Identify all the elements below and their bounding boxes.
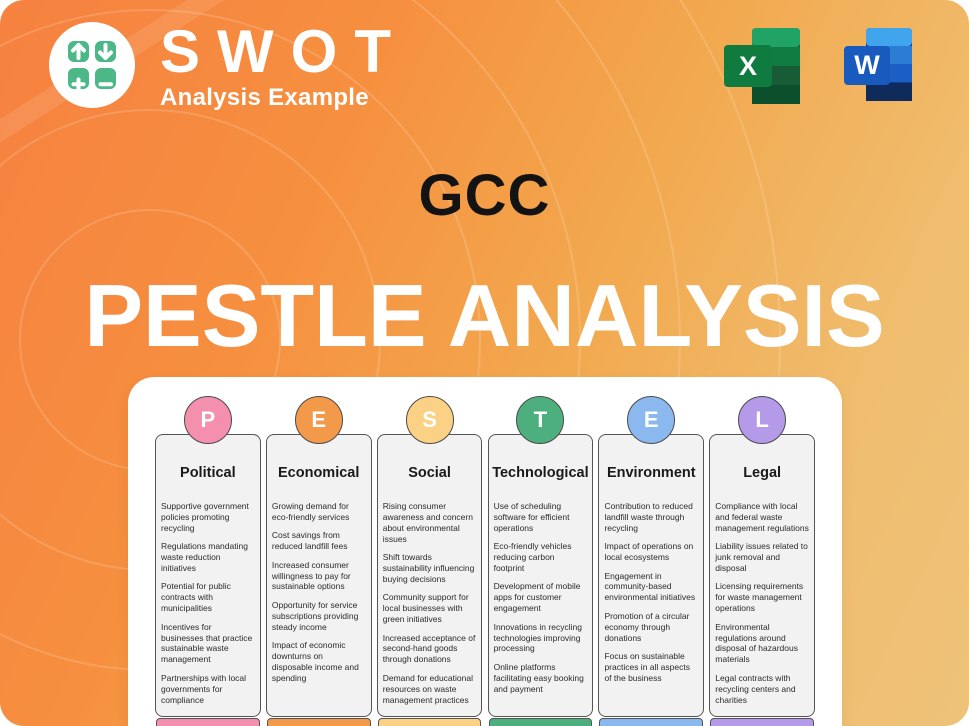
svg-text:X: X [739,51,757,81]
svg-text:W: W [854,50,880,80]
